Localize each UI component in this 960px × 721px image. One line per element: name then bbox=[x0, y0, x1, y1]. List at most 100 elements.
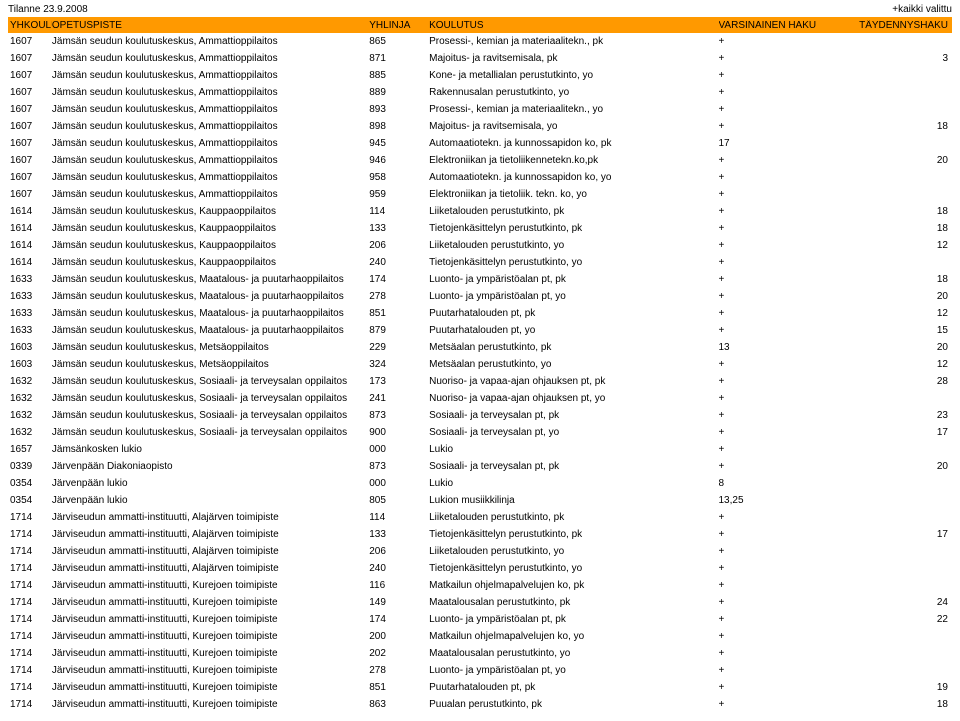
cell-linja: 946 bbox=[369, 155, 429, 166]
cell-name: Jämsän seudun koulutuskeskus, Maatalous-… bbox=[52, 308, 369, 319]
cell-name: Jämsän seudun koulutuskeskus, Ammattiopp… bbox=[52, 155, 369, 166]
cell-var: + bbox=[719, 257, 849, 268]
cell-name: Jämsänkosken lukio bbox=[52, 444, 369, 455]
filter-label: +kaikki valittu bbox=[892, 4, 952, 15]
cell-koulutus: Metsäalan perustutkinto, yo bbox=[429, 359, 718, 370]
cell-koulutus: Tietojenkäsittelyn perustutkinto, yo bbox=[429, 257, 718, 268]
cell-var: + bbox=[719, 189, 849, 200]
table-body: 1607Jämsän seudun koulutuskeskus, Ammatt… bbox=[8, 33, 952, 713]
cell-code: 1607 bbox=[8, 104, 52, 115]
cell-name: Jämsän seudun koulutuskeskus, Kauppaoppi… bbox=[52, 206, 369, 217]
cell-name: Järviseudun ammatti-instituutti, Alajärv… bbox=[52, 546, 369, 557]
cell-code: 1632 bbox=[8, 376, 52, 387]
cell-tay: 18 bbox=[848, 121, 952, 132]
cell-var: + bbox=[719, 614, 849, 625]
table-row: 1714Järviseudun ammatti-instituutti, Kur… bbox=[8, 679, 952, 696]
cell-tay: 17 bbox=[848, 427, 952, 438]
cell-koulutus: Prosessi-, kemian ja materiaalitekn., yo bbox=[429, 104, 718, 115]
cell-var: + bbox=[719, 580, 849, 591]
cell-linja: 174 bbox=[369, 614, 429, 625]
cell-code: 1632 bbox=[8, 393, 52, 404]
cell-var: + bbox=[719, 87, 849, 98]
cell-tay: 20 bbox=[848, 291, 952, 302]
cell-code: 1614 bbox=[8, 223, 52, 234]
cell-name: Jämsän seudun koulutuskeskus, Sosiaali- … bbox=[52, 376, 369, 387]
table-row: 1607Jämsän seudun koulutuskeskus, Ammatt… bbox=[8, 186, 952, 203]
cell-var: + bbox=[719, 291, 849, 302]
table-row: 1614Jämsän seudun koulutuskeskus, Kauppa… bbox=[8, 254, 952, 271]
cell-koulutus: Automaatiotekn. ja kunnossapidon ko, pk bbox=[429, 138, 718, 149]
cell-koulutus: Luonto- ja ympäristöalan pt, pk bbox=[429, 614, 718, 625]
table-row: 0354Järvenpään lukio805Lukion musiikkili… bbox=[8, 492, 952, 509]
cell-koulutus: Lukio bbox=[429, 478, 718, 489]
cell-name: Jämsän seudun koulutuskeskus, Ammattiopp… bbox=[52, 104, 369, 115]
cell-tay: 18 bbox=[848, 223, 952, 234]
cell-linja: 240 bbox=[369, 257, 429, 268]
cell-linja: 900 bbox=[369, 427, 429, 438]
col-header-koulutus: KOULUTUS bbox=[429, 20, 718, 31]
cell-var: 17 bbox=[719, 138, 849, 149]
table-row: 1714Järviseudun ammatti-instituutti, Ala… bbox=[8, 526, 952, 543]
cell-var: + bbox=[719, 444, 849, 455]
cell-tay: 28 bbox=[848, 376, 952, 387]
cell-var: + bbox=[719, 376, 849, 387]
cell-koulutus: Puutarhatalouden pt, yo bbox=[429, 325, 718, 336]
cell-var: 13 bbox=[719, 342, 849, 353]
cell-tay: 15 bbox=[848, 325, 952, 336]
cell-var: + bbox=[719, 563, 849, 574]
cell-linja: 959 bbox=[369, 189, 429, 200]
cell-name: Jämsän seudun koulutuskeskus, Metsäoppil… bbox=[52, 359, 369, 370]
cell-koulutus: Puutarhatalouden pt, pk bbox=[429, 682, 718, 693]
cell-linja: 114 bbox=[369, 206, 429, 217]
cell-koulutus: Rakennusalan perustutkinto, yo bbox=[429, 87, 718, 98]
table-row: 1603Jämsän seudun koulutuskeskus, Metsäo… bbox=[8, 356, 952, 373]
cell-koulutus: Tietojenkäsittelyn perustutkinto, pk bbox=[429, 529, 718, 540]
cell-linja: 889 bbox=[369, 87, 429, 98]
col-header-code: YHKOULU bbox=[8, 20, 52, 31]
cell-koulutus: Liiketalouden perustutkinto, pk bbox=[429, 206, 718, 217]
cell-code: 0339 bbox=[8, 461, 52, 472]
cell-code: 1714 bbox=[8, 682, 52, 693]
cell-code: 0354 bbox=[8, 478, 52, 489]
cell-name: Järviseudun ammatti-instituutti, Alajärv… bbox=[52, 563, 369, 574]
table-row: 1607Jämsän seudun koulutuskeskus, Ammatt… bbox=[8, 118, 952, 135]
cell-name: Järvenpään lukio bbox=[52, 495, 369, 506]
cell-koulutus: Maatalousalan perustutkinto, yo bbox=[429, 648, 718, 659]
cell-linja: 958 bbox=[369, 172, 429, 183]
cell-linja: 805 bbox=[369, 495, 429, 506]
table-row: 1714Järviseudun ammatti-instituutti, Kur… bbox=[8, 662, 952, 679]
cell-koulutus: Matkailun ohjelmapalvelujen ko, yo bbox=[429, 631, 718, 642]
cell-name: Järviseudun ammatti-instituutti, Kurejoe… bbox=[52, 597, 369, 608]
cell-koulutus: Lukion musiikkilinja bbox=[429, 495, 718, 506]
cell-name: Jämsän seudun koulutuskeskus, Kauppaoppi… bbox=[52, 257, 369, 268]
cell-var: + bbox=[719, 240, 849, 251]
cell-linja: 133 bbox=[369, 529, 429, 540]
cell-var: + bbox=[719, 631, 849, 642]
table-row: 1633Jämsän seudun koulutuskeskus, Maatal… bbox=[8, 271, 952, 288]
cell-linja: 879 bbox=[369, 325, 429, 336]
cell-var: + bbox=[719, 325, 849, 336]
cell-var: 8 bbox=[719, 478, 849, 489]
cell-code: 1614 bbox=[8, 257, 52, 268]
cell-code: 1633 bbox=[8, 274, 52, 285]
table-row: 1607Jämsän seudun koulutuskeskus, Ammatt… bbox=[8, 67, 952, 84]
cell-koulutus: Luonto- ja ympäristöalan pt, pk bbox=[429, 274, 718, 285]
cell-var: + bbox=[719, 70, 849, 81]
cell-koulutus: Sosiaali- ja terveysalan pt, pk bbox=[429, 410, 718, 421]
cell-tay: 12 bbox=[848, 308, 952, 319]
cell-koulutus: Liiketalouden perustutkinto, yo bbox=[429, 240, 718, 251]
cell-tay: 17 bbox=[848, 529, 952, 540]
cell-name: Järviseudun ammatti-instituutti, Alajärv… bbox=[52, 529, 369, 540]
cell-koulutus: Elektroniikan ja tietoliik. tekn. ko, yo bbox=[429, 189, 718, 200]
cell-koulutus: Majoitus- ja ravitsemisala, pk bbox=[429, 53, 718, 64]
cell-linja: 241 bbox=[369, 393, 429, 404]
cell-var: + bbox=[719, 682, 849, 693]
cell-koulutus: Prosessi-, kemian ja materiaalitekn., pk bbox=[429, 36, 718, 47]
cell-name: Jämsän seudun koulutuskeskus, Ammattiopp… bbox=[52, 121, 369, 132]
cell-code: 1632 bbox=[8, 410, 52, 421]
cell-var: + bbox=[719, 699, 849, 710]
top-bar: Tilanne 23.9.2008 +kaikki valittu bbox=[8, 4, 952, 15]
cell-name: Järviseudun ammatti-instituutti, Kurejoe… bbox=[52, 614, 369, 625]
cell-code: 1607 bbox=[8, 172, 52, 183]
cell-code: 1657 bbox=[8, 444, 52, 455]
